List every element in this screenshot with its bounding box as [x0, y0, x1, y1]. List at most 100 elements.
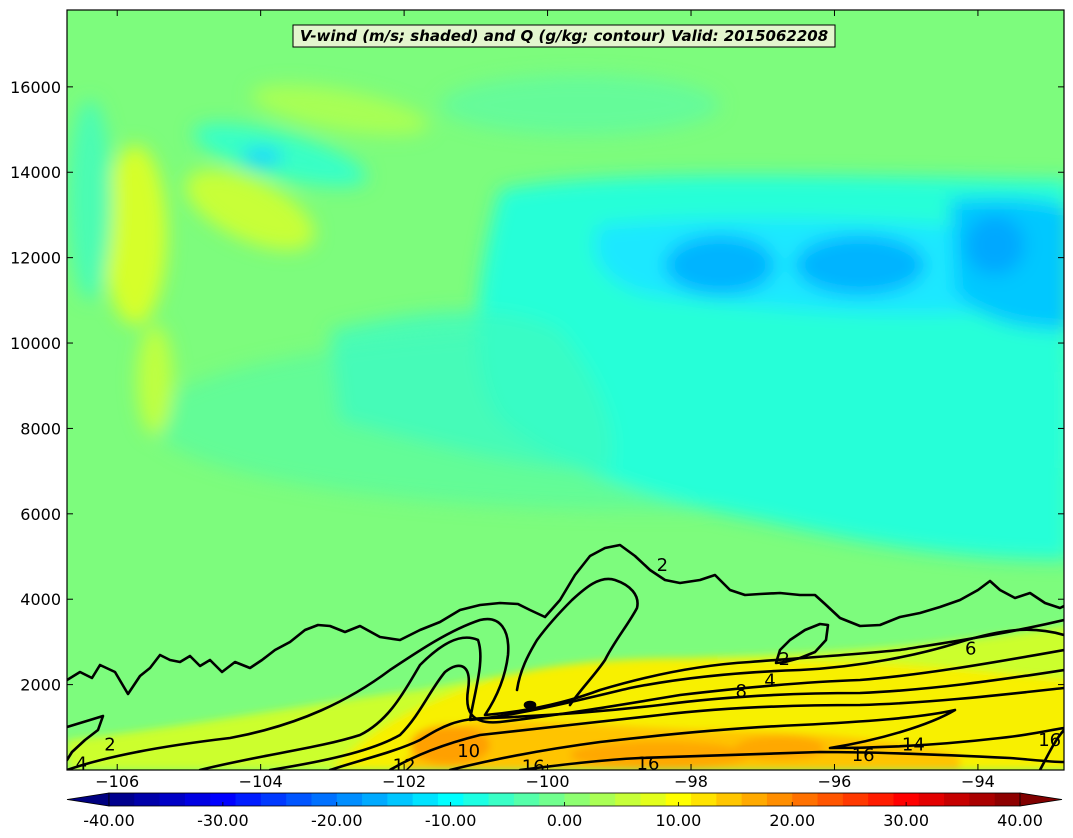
colorbar-segment: [134, 793, 161, 806]
colorbar-segment: [235, 793, 262, 806]
colorbar-segment: [589, 793, 616, 806]
contour-label: 16: [522, 757, 545, 778]
colorbar-segment: [513, 793, 540, 806]
y-tick-label: 16000: [10, 78, 61, 97]
colorbar-segment: [868, 793, 895, 806]
colorbar-segment: [437, 793, 464, 806]
colorbar-extend-max: [1019, 792, 1063, 807]
moisture-contours: [67, 543, 1064, 770]
field-blue-core-3: [665, 235, 775, 295]
y-axis: 2000 4000 6000 8000 10000 12000 14000 16000: [10, 78, 1064, 695]
field-cyan-region-2: [330, 311, 613, 470]
contour-q10: [328, 668, 1064, 770]
colorbar-tick-label: -20.00: [311, 811, 363, 830]
contour-q8: [268, 648, 1064, 770]
colorbar-segment: [260, 793, 287, 806]
field-orange-core-2: [570, 741, 750, 769]
contour-label: 4: [76, 754, 87, 775]
contour-q16: [518, 750, 1064, 770]
contour-label: 6: [965, 638, 976, 659]
contour-label: 14: [902, 734, 925, 755]
colorbar-segment: [184, 793, 211, 806]
contour-label: 12: [393, 756, 416, 777]
colorbar-segment: [336, 793, 363, 806]
contour-label: 4: [764, 670, 775, 691]
plot-frame: [66, 9, 1065, 771]
colorbar-segment: [539, 793, 566, 806]
x-tick-label: −106: [95, 772, 139, 791]
y-tick-label: 10000: [10, 334, 61, 353]
x-axis: −106 −104 −102 −100 −98 −96 −94: [95, 10, 995, 791]
colorbar-tick-label: 10.00: [655, 811, 701, 830]
field-yellow-streak-4: [251, 84, 429, 136]
contour-q-spot: [523, 700, 537, 710]
x-tick-label: −98: [674, 772, 708, 791]
colorbar-segment: [918, 793, 945, 806]
colorbar-segment: [412, 793, 439, 806]
colorbar: -40.00 -30.00 -20.00 -10.00 0.00 10.00 20.00 30…: [66, 792, 1063, 830]
colorbar-tick-label: -10.00: [425, 811, 477, 830]
field-cyan-left: [68, 100, 112, 300]
contour-q14: [448, 708, 1064, 770]
title-background: [292, 24, 836, 48]
field-blue-core-5: [965, 215, 1025, 275]
chart-title: V-wind (m/s; shaded) and Q (g/kg; contou…: [300, 27, 828, 45]
colorbar-segment: [969, 793, 996, 806]
colorbar-segment: [766, 793, 793, 806]
colorbar-segment: [792, 793, 819, 806]
contour-q16-right: [1038, 728, 1064, 770]
colorbar-segment: [741, 793, 768, 806]
field-blue-spot: [242, 148, 282, 166]
x-tick-label: −104: [239, 772, 283, 791]
y-tick-label: 14000: [10, 163, 61, 182]
x-tick-label: −94: [961, 772, 995, 791]
shaded-field: [67, 10, 1064, 770]
colorbar-segment: [716, 793, 743, 806]
contour-label: 16: [1038, 730, 1061, 751]
contour-label: 10: [457, 741, 480, 762]
colorbar-tick-label: 40.00: [997, 811, 1043, 830]
contour-q6: [198, 628, 1064, 770]
contour-label: 16: [852, 745, 875, 766]
y-tick-label: 2000: [20, 676, 61, 695]
colorbar-tick-label: 30.00: [883, 811, 929, 830]
colorbar-segment: [311, 793, 338, 806]
colorbar-segment: [159, 793, 186, 806]
colorbar-segment: [665, 793, 692, 806]
y-tick-label: 4000: [20, 590, 61, 609]
colorbar-segment: [488, 793, 515, 806]
colorbar-tick-label: 0.00: [547, 811, 583, 830]
y-tick-label: 6000: [20, 505, 61, 524]
colorbar-segment: [615, 793, 642, 806]
colorbar-tick-label: -30.00: [197, 811, 249, 830]
colorbar-segment: [994, 793, 1021, 806]
field-yellow-streak-1: [103, 145, 167, 325]
contour-q2-outer: [67, 543, 1064, 696]
contour-q12: [388, 686, 1064, 770]
colorbar-segment: [944, 793, 970, 806]
colorbar-segment: [817, 793, 844, 806]
colorbar-extend-min: [66, 792, 110, 807]
colorbar-segment: [640, 793, 667, 806]
x-tick-label: −100: [526, 772, 570, 791]
colorbar-segment: [842, 793, 869, 806]
title-box: V-wind (m/s; shaded) and Q (g/kg; contou…: [292, 24, 836, 48]
colorbar-segment: [210, 793, 237, 806]
colorbar-tick-label: 20.00: [769, 811, 815, 830]
contour-label: 2: [779, 649, 790, 670]
colorbar-segment: [893, 793, 920, 806]
contour-q2-inner: [515, 577, 639, 707]
colorbar-segment: [286, 793, 313, 806]
colorbar-segment: [691, 793, 717, 806]
contour-label: 8: [736, 681, 747, 702]
x-tick-label: −102: [382, 772, 426, 791]
colorbar-segment: [362, 793, 388, 806]
y-tick-label: 12000: [10, 249, 61, 268]
contour-label: 16: [637, 754, 660, 775]
colorbar-segment: [564, 793, 591, 806]
field-cyan-top: [440, 75, 720, 135]
y-tick-label: 8000: [20, 419, 61, 438]
x-tick-label: −96: [818, 772, 852, 791]
